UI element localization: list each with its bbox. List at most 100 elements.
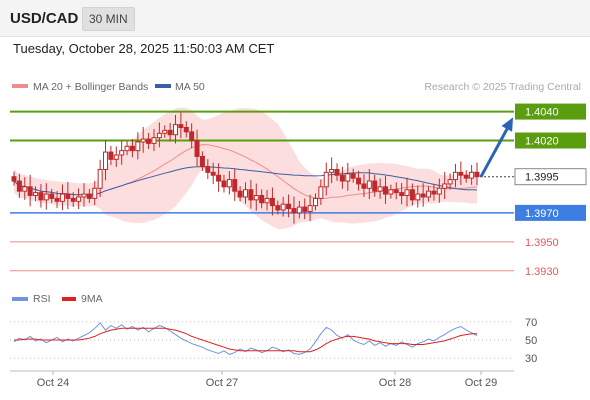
- bollinger-band-area: [14, 107, 477, 230]
- candle-body: [237, 190, 243, 198]
- candle-body: [210, 171, 216, 176]
- current-price-label: 1.3995: [525, 172, 559, 184]
- candle-body: [221, 180, 227, 188]
- chart-legend: MA 20 + Bollinger Bands MA 50 Research ©…: [12, 81, 581, 93]
- rsi-axis-label: 70: [525, 317, 537, 329]
- candle-body: [151, 137, 157, 144]
- rsi-ma-legend-label: 9MA: [81, 293, 103, 305]
- x-tick-label: Oct 24: [37, 377, 69, 389]
- candle-body: [189, 131, 195, 142]
- rsi-axis-label: 50: [525, 335, 537, 347]
- candle-body: [113, 154, 119, 160]
- candle-body: [339, 174, 345, 182]
- candle-body: [232, 179, 238, 192]
- candles-layer: [11, 112, 480, 224]
- candle-body: [382, 186, 388, 195]
- candle-body: [33, 192, 39, 197]
- candle-body: [259, 195, 265, 204]
- candle-body: [119, 150, 125, 156]
- rsi-line: [13, 322, 478, 355]
- candle-body: [334, 168, 340, 176]
- candle-body: [318, 186, 324, 199]
- candle-body: [312, 197, 318, 207]
- candle-body: [11, 176, 17, 182]
- candle-body: [243, 189, 248, 198]
- current-price-tag: [514, 168, 587, 186]
- candle-body: [81, 193, 87, 198]
- rsi-ma-legend-swatch: [62, 297, 76, 301]
- candle-body: [474, 171, 480, 178]
- candle-body: [54, 197, 60, 202]
- resistance-level-tag: [515, 132, 586, 149]
- resistance-level-label: 1.4020: [525, 136, 559, 148]
- rsi-axis-label: 30: [525, 353, 537, 365]
- timeframe-button[interactable]: 30 MIN: [82, 7, 135, 31]
- target-level-label: 1.3950: [525, 237, 559, 249]
- candle-body: [216, 174, 222, 182]
- candle-body: [65, 193, 71, 199]
- candle-body: [286, 203, 292, 210]
- candle-body: [16, 180, 22, 192]
- candle-body: [323, 171, 329, 188]
- candle-body: [183, 126, 189, 133]
- candle-body: [356, 177, 362, 185]
- candle-body: [302, 206, 308, 212]
- forecast-arrow-shaft: [479, 124, 511, 178]
- candle-body: [431, 190, 437, 195]
- rsi-ma-line: [14, 327, 477, 353]
- rsi-lines: [13, 322, 478, 355]
- key-levels-layer: 1.4040 1.4020 1.3995 1.3970 1.3950 1.3930: [10, 103, 587, 278]
- candle-body: [140, 138, 146, 143]
- ma50-legend-swatch: [155, 84, 171, 88]
- candle-body: [253, 195, 259, 201]
- candle-body: [264, 197, 270, 204]
- candle-body: [399, 192, 405, 197]
- target-level-label: 1.3930: [525, 266, 559, 278]
- forecast-arrow-layer: [479, 117, 513, 178]
- ma50-legend-label: MA 50: [175, 81, 205, 93]
- forecast-arrow-head: [501, 117, 513, 132]
- candle-body: [162, 129, 168, 134]
- candle-body: [156, 132, 162, 139]
- candle-body: [452, 171, 458, 181]
- candle-body: [97, 168, 103, 189]
- candle-body: [124, 145, 130, 152]
- x-tick-label: Oct 29: [465, 377, 497, 389]
- header-bar: USD/CAD 30 MIN: [0, 0, 590, 37]
- candle-body: [426, 190, 432, 198]
- candle-body: [43, 193, 49, 201]
- candle-body: [76, 196, 82, 202]
- candle-body: [38, 192, 44, 201]
- candle-body: [135, 141, 141, 152]
- candle-body: [22, 186, 28, 192]
- rsi-grid: 70 50 30: [10, 317, 537, 365]
- candle-body: [269, 197, 275, 207]
- candle-body: [129, 145, 135, 152]
- candle-body: [420, 193, 426, 198]
- chart-datetime: Tuesday, October 28, 2025 11:50:03 AM CE…: [13, 41, 275, 56]
- candle-body: [59, 193, 65, 202]
- support-level-label: 1.3970: [525, 208, 559, 220]
- candle-body: [103, 151, 109, 170]
- resistance-level-label: 1.4040: [525, 107, 559, 119]
- candle-body: [469, 171, 475, 179]
- x-tick-label: Oct 27: [206, 377, 238, 389]
- candle-body: [458, 171, 464, 176]
- candle-body: [194, 140, 200, 157]
- candle-body: [404, 189, 410, 197]
- x-tick-label: Oct 28: [379, 377, 411, 389]
- candle-body: [388, 189, 394, 195]
- candle-body: [92, 187, 98, 199]
- candle-body: [409, 189, 415, 201]
- candle-body: [86, 193, 92, 199]
- candle-body: [366, 180, 372, 189]
- candle-body: [436, 187, 442, 195]
- candle-body: [296, 206, 302, 214]
- candle-body: [291, 208, 297, 214]
- resistance-level-tag: [515, 103, 586, 120]
- candle-body: [167, 129, 173, 136]
- bollinger-band-layer: [14, 107, 477, 230]
- candle-body: [463, 174, 469, 179]
- candle-body: [275, 205, 281, 211]
